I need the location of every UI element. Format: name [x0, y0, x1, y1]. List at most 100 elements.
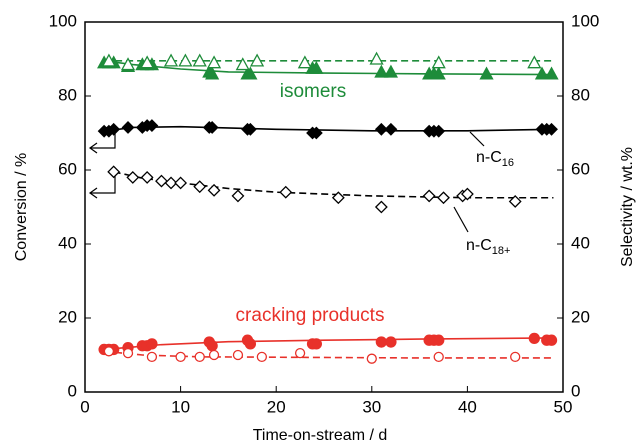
- plot-frame: [84, 21, 564, 393]
- x-tick-label: 50: [554, 397, 573, 416]
- point: [256, 351, 268, 363]
- point: [331, 191, 345, 205]
- annotation: n-C16: [476, 149, 514, 169]
- point: [101, 53, 116, 67]
- arrow: [88, 128, 116, 154]
- y-tick-label: 80: [58, 85, 77, 104]
- annotation: isomers: [280, 81, 347, 102]
- point: [479, 66, 494, 80]
- annotation-sub: 18+: [492, 245, 511, 257]
- point: [385, 336, 397, 348]
- point: [383, 64, 399, 78]
- point: [207, 183, 221, 197]
- point: [279, 185, 293, 199]
- point: [243, 122, 257, 136]
- point: [107, 122, 121, 136]
- y2-tick-label: 60: [571, 159, 590, 178]
- point: [107, 165, 121, 179]
- point: [374, 64, 389, 78]
- annotation: cracking products: [236, 305, 385, 326]
- point: [433, 334, 445, 346]
- y-tick-label: 60: [58, 159, 77, 178]
- annotation-sub: 16: [502, 157, 514, 169]
- leaders: [88, 128, 485, 233]
- point: [244, 338, 257, 350]
- point: [192, 53, 207, 67]
- x-tick-label: 30: [362, 397, 381, 416]
- y2-tick-label: 20: [571, 307, 590, 326]
- point: [206, 340, 218, 352]
- point: [163, 53, 179, 67]
- point: [545, 334, 558, 346]
- point: [208, 349, 220, 361]
- x-tick-label: 0: [80, 397, 89, 416]
- point: [309, 126, 323, 140]
- y2-tick-label: 80: [571, 85, 590, 104]
- point: [146, 338, 158, 350]
- point: [194, 351, 205, 363]
- point: [175, 351, 186, 363]
- point: [206, 55, 222, 69]
- point: [145, 119, 159, 133]
- x-tick-label: 20: [267, 397, 286, 416]
- y2-tick-label: 40: [571, 233, 590, 252]
- point: [431, 66, 446, 80]
- point: [374, 122, 388, 136]
- point: [460, 187, 474, 201]
- y2-axis-label: Selectivity / wt.%: [619, 147, 636, 267]
- point: [205, 121, 219, 134]
- annotation: n-C18+: [466, 237, 510, 257]
- point: [205, 66, 220, 80]
- point: [528, 332, 540, 345]
- y-tick-label: 0: [68, 381, 77, 400]
- point: [243, 66, 258, 80]
- point: [146, 351, 158, 363]
- y2-tick-label: 0: [571, 381, 580, 400]
- annotation-text: n-C: [466, 237, 492, 254]
- leader-line: [453, 206, 469, 233]
- fit-line: [104, 350, 554, 359]
- point: [545, 122, 558, 136]
- point: [309, 60, 324, 74]
- x-axis-label: Time-on-stream / d: [253, 427, 388, 444]
- point: [103, 346, 115, 357]
- point: [384, 122, 398, 136]
- point: [235, 57, 250, 71]
- point: [232, 349, 244, 361]
- point: [310, 338, 323, 350]
- point: [375, 336, 388, 348]
- point: [437, 191, 450, 205]
- point: [527, 55, 542, 69]
- point: [193, 180, 207, 194]
- point: [374, 200, 388, 214]
- point: [432, 124, 446, 138]
- point: [122, 347, 134, 359]
- y-tick-label: 40: [58, 233, 77, 252]
- point: [249, 53, 265, 67]
- fit-line: [104, 337, 554, 351]
- y-tick-label: 100: [49, 11, 77, 30]
- point: [366, 353, 377, 364]
- x-tick-label: 40: [458, 397, 477, 416]
- point: [121, 121, 135, 134]
- y-tick-label: 20: [58, 307, 77, 326]
- point: [508, 195, 522, 208]
- point: [422, 189, 436, 203]
- point: [140, 55, 155, 69]
- point: [164, 176, 178, 190]
- point: [297, 55, 312, 69]
- point: [140, 170, 154, 184]
- point: [510, 351, 521, 363]
- annotation-text: n-C: [476, 149, 502, 166]
- point: [120, 57, 136, 71]
- y-axis-label: Conversion / %: [13, 153, 30, 262]
- point: [155, 174, 168, 188]
- leader-line: [469, 131, 485, 147]
- arrow: [88, 170, 116, 199]
- fit-line: [104, 60, 554, 76]
- point: [534, 66, 550, 80]
- x-tick-label: 10: [171, 397, 190, 416]
- fit-line: [104, 125, 554, 132]
- point: [294, 347, 306, 359]
